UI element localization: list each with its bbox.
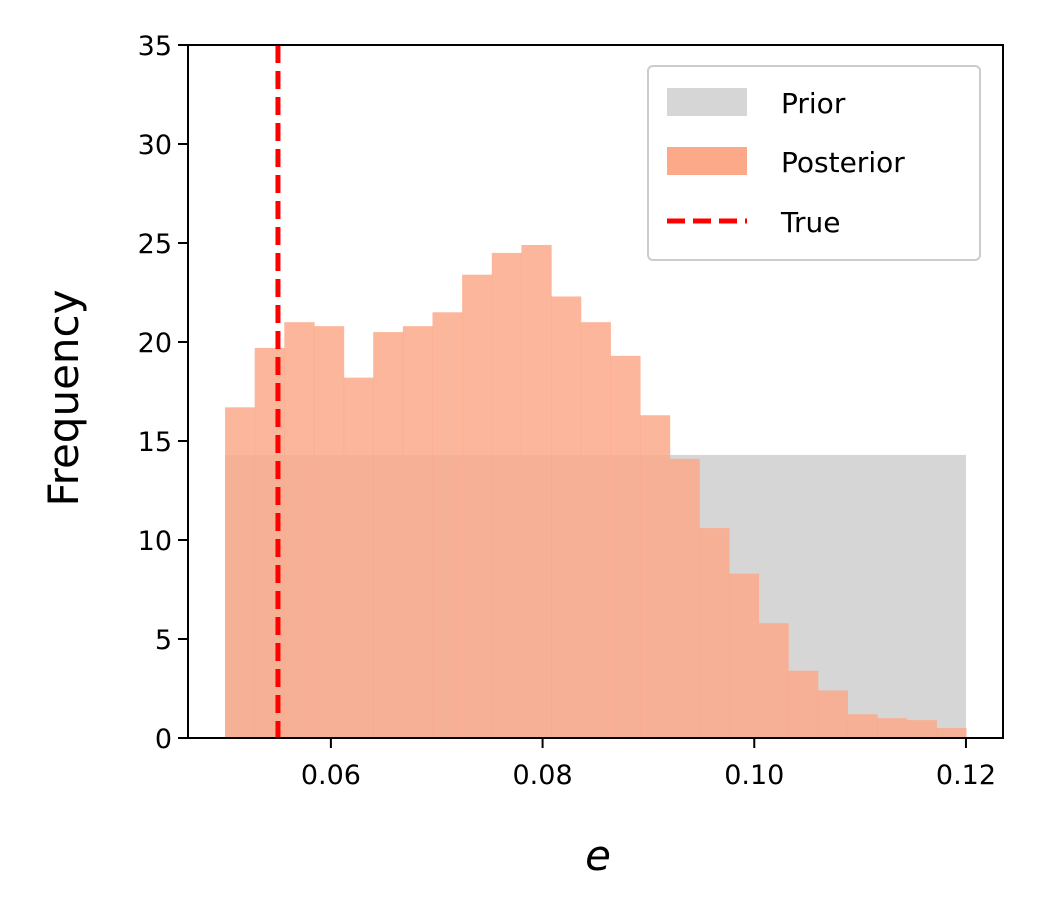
y-ticks: 0 5 10 15 20 25 30 35 [138, 31, 188, 755]
legend: Prior Posterior True [647, 65, 981, 261]
legend-swatch-prior [667, 88, 747, 116]
y-tick-label: 30 [138, 130, 172, 161]
legend-label-true: True [780, 206, 840, 239]
posterior-bar [284, 322, 315, 738]
y-tick-label: 20 [138, 328, 172, 359]
posterior-bar [936, 728, 967, 738]
axes [187, 44, 1004, 739]
posterior-bar [610, 355, 641, 738]
posterior-bar [728, 573, 760, 738]
x-axis-label: e [585, 831, 611, 880]
posterior-bar [699, 528, 730, 738]
posterior-histogram [225, 244, 967, 739]
posterior-bar [491, 252, 523, 738]
x-tick-label: 0.08 [513, 760, 573, 791]
x-tick-label: 0.10 [724, 760, 784, 791]
y-tick-label: 25 [138, 229, 172, 260]
posterior-bar [462, 274, 493, 738]
legend-swatch-posterior [667, 147, 747, 175]
posterior-bar [402, 326, 434, 738]
y-axis-label: Frequency [39, 290, 88, 507]
plot-frame [187, 44, 1004, 739]
x-tick-label: 0.12 [936, 760, 996, 791]
posterior-bar [758, 623, 789, 738]
posterior-bar [877, 718, 908, 738]
posterior-bar [343, 377, 374, 738]
legend-label-prior: Prior [781, 87, 846, 120]
posterior-bar [373, 332, 404, 738]
posterior-bar [817, 690, 849, 738]
posterior-bar [225, 407, 256, 738]
y-tick-label: 0 [155, 724, 172, 755]
posterior-bar [313, 326, 345, 738]
y-tick-label: 10 [138, 526, 172, 557]
posterior-bar [906, 720, 937, 738]
x-tick-label: 0.06 [301, 760, 361, 791]
legend-label-posterior: Posterior [781, 146, 905, 179]
posterior-bar [847, 714, 878, 738]
posterior-bar [669, 458, 700, 738]
posterior-bar [639, 415, 671, 738]
posterior-bar [551, 296, 582, 738]
x-ticks: 0.06 0.08 0.10 0.12 [301, 738, 996, 791]
posterior-bar [521, 244, 552, 739]
posterior-bar [580, 322, 611, 738]
y-tick-label: 5 [155, 625, 172, 656]
y-tick-label: 35 [138, 31, 172, 62]
y-tick-label: 15 [138, 427, 172, 458]
posterior-bar [432, 312, 463, 738]
posterior-bar [788, 670, 819, 738]
